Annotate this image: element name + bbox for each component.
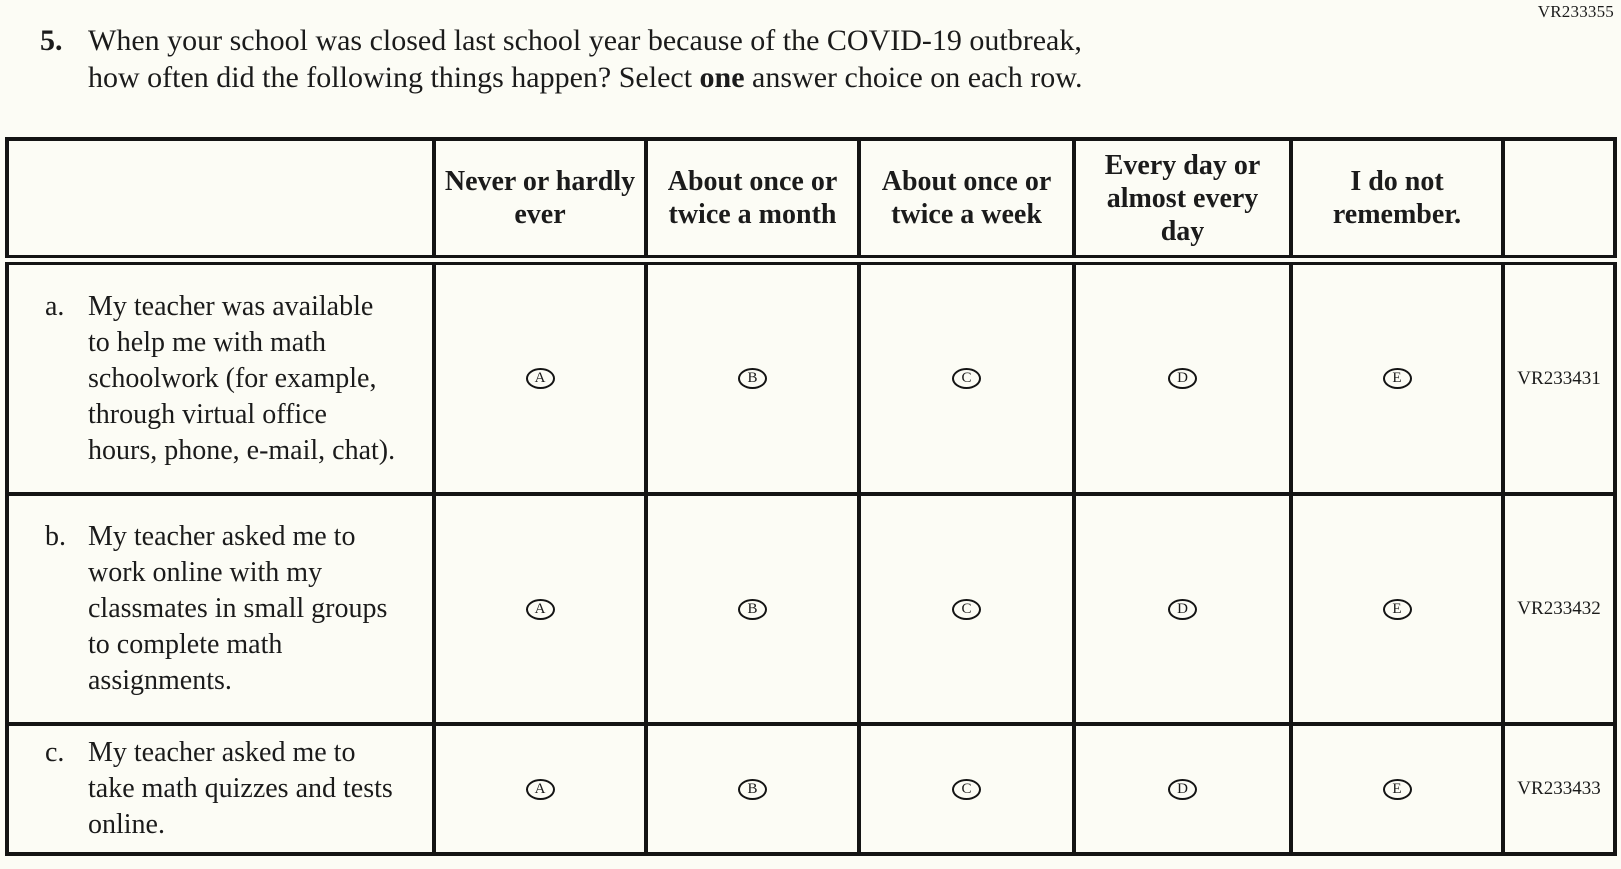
row-code-c: VR233433 [1501,722,1617,856]
option-bubble-a-C[interactable]: C [952,368,981,389]
question-line-2-bold: one [699,61,745,94]
option-bubble-a-D[interactable]: D [1168,368,1197,389]
option-cell-a-5: E [1289,258,1505,496]
column-header-everyday: Every day or almost every day [1072,137,1293,265]
statement-cell-a: a. My teacher was available to help me w… [5,258,436,496]
question-line-2-post: answer choice on each row. [744,61,1083,94]
option-bubble-c-B[interactable]: B [738,778,767,800]
column-header-not-remember: I do not remember. [1289,137,1505,265]
row-code-b: VR233432 [1501,492,1617,726]
table-row-c: c. My teacher asked me to take math quiz… [5,722,1617,856]
question-text: When your school was closed last school … [88,22,1082,96]
question-line-2-pre: how often did the following things happe… [88,61,700,94]
statement-cell-b: b. My teacher asked me to work online wi… [5,492,436,726]
header-stem-blank [5,137,436,265]
statement-label-a: a. [45,290,65,322]
option-cell-a-3: C [857,258,1076,496]
question-number: 5. [40,24,63,57]
option-cell-a-2: B [644,258,861,496]
option-bubble-a-B[interactable]: B [738,368,767,389]
option-bubble-a-A[interactable]: A [525,368,555,389]
column-header-never: Never or hardly ever [432,137,648,265]
option-cell-c-2: B [644,722,861,856]
option-bubble-b-B[interactable]: B [738,598,767,620]
response-matrix-table: Never or hardly ever About once or twice… [5,137,1617,856]
option-cell-b-4: D [1072,492,1293,726]
table-row-b: b. My teacher asked me to work online wi… [5,492,1617,726]
option-cell-b-5: E [1289,492,1505,726]
statement-label-b: b. [45,521,66,552]
option-cell-a-4: D [1072,258,1293,496]
option-bubble-c-A[interactable]: A [525,778,555,800]
form-code: VR233355 [1537,2,1614,21]
option-bubble-c-D[interactable]: D [1168,778,1197,800]
option-bubble-c-E[interactable]: E [1382,778,1412,800]
option-cell-b-3: C [857,492,1076,726]
option-bubble-a-E[interactable]: E [1382,368,1412,389]
option-bubble-b-D[interactable]: D [1168,598,1197,620]
option-cell-b-2: B [644,492,861,726]
option-cell-c-4: D [1072,722,1293,856]
statement-text-c: My teacher asked me to take math quizzes… [88,737,393,840]
statement-label-c: c. [45,737,65,768]
option-cell-c-5: E [1289,722,1505,856]
option-bubble-b-E[interactable]: E [1382,598,1412,620]
option-cell-b-1: A [432,492,648,726]
table-row-a: a. My teacher was available to help me w… [5,258,1617,496]
option-bubble-c-C[interactable]: C [952,778,981,800]
header-code-blank [1501,137,1617,265]
question-line-2: how often did the following things happe… [88,59,1082,96]
question-line-1: When your school was closed last school … [88,24,1082,57]
option-bubble-b-C[interactable]: C [952,598,981,620]
question-block: 5. When your school was closed last scho… [40,22,1500,96]
option-bubble-b-A[interactable]: A [525,598,555,620]
header-row: Never or hardly ever About once or twice… [5,137,1617,265]
row-code-a: VR233431 [1501,258,1617,496]
statement-text-a: My teacher was available to help me with… [88,290,396,466]
statement-cell-c: c. My teacher asked me to take math quiz… [5,722,436,856]
option-cell-a-1: A [432,258,648,496]
option-cell-c-3: C [857,722,1076,856]
statement-text-b: My teacher asked me to work online with … [88,521,388,696]
column-header-month: About once or twice a month [644,137,861,265]
column-header-week: About once or twice a week [857,137,1076,265]
option-cell-c-1: A [432,722,648,856]
